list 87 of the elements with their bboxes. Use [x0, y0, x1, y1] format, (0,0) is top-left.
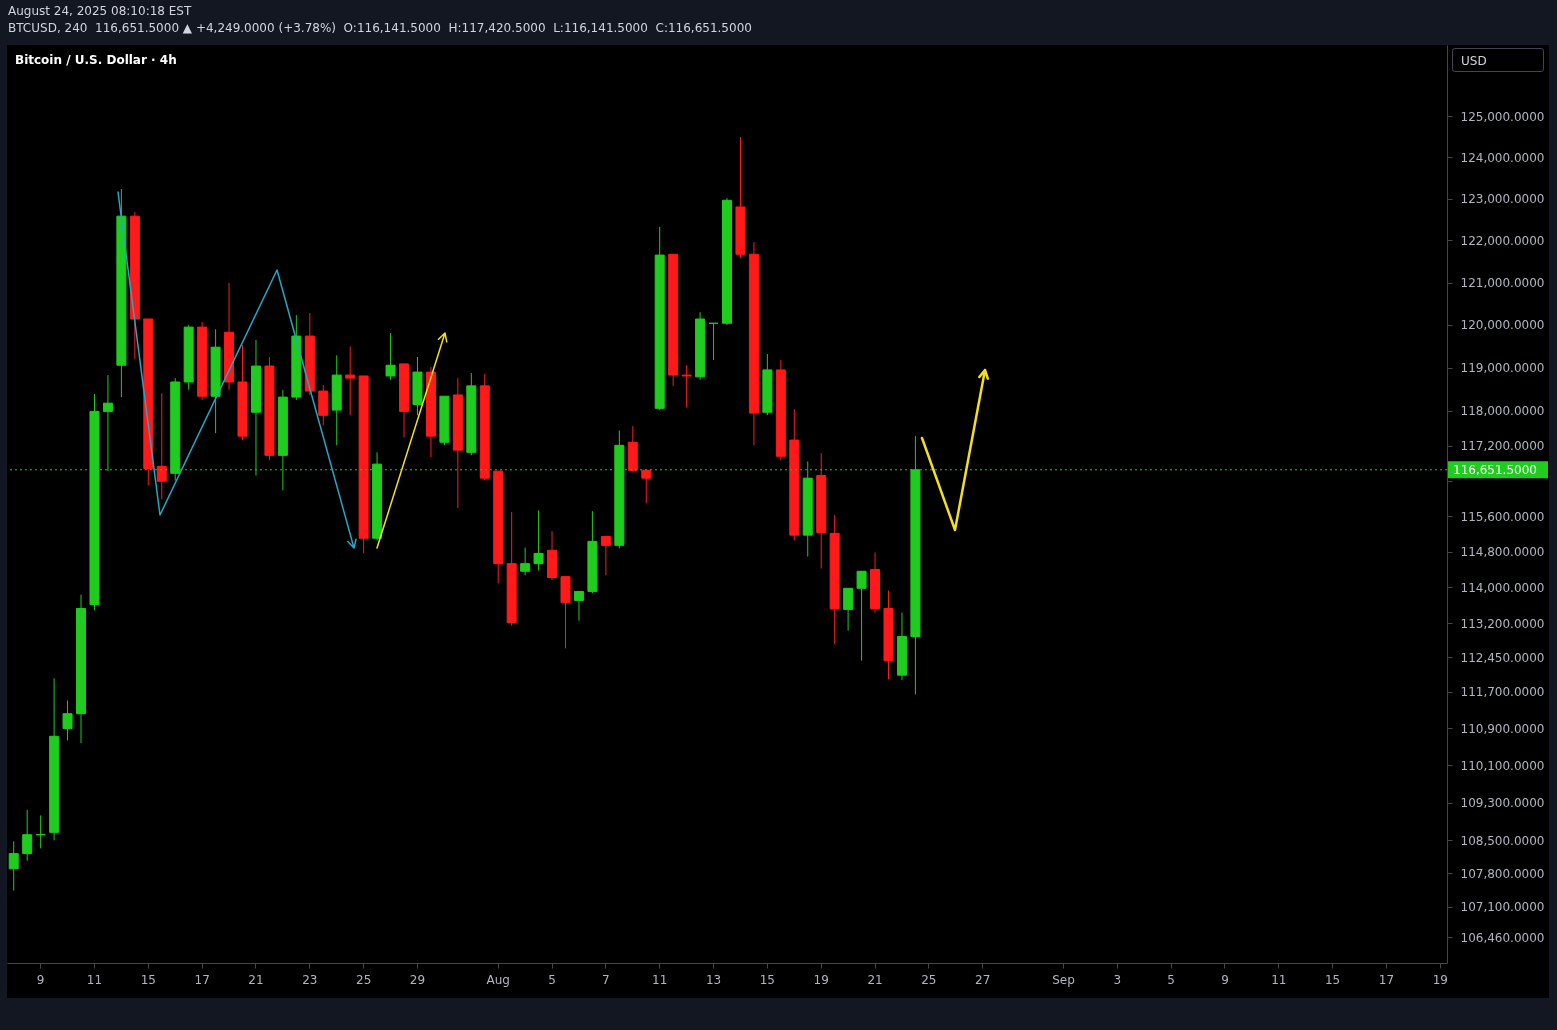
y-tick-label: 113,200.0000: [1460, 616, 1545, 631]
y-tick-label: 112,450.0000: [1460, 650, 1545, 665]
x-tick-label: 3: [1113, 972, 1122, 987]
candlestick: [668, 253, 679, 387]
text: BTCUSD, 240 116,651.5000 ▲ +4,249.0000 (+3.78%) O:116,141.5000 H:117,420.5000 L:116,141.5000 C:116,651.5000: [8, 21, 752, 35]
y-tick-label: 109,300.0000: [1460, 796, 1545, 811]
candlestick: [816, 452, 827, 570]
y-tick-label: 121,000.0000: [1460, 276, 1545, 291]
y-tick-label: 106,460.0000: [1460, 930, 1545, 945]
candlestick: [789, 408, 800, 541]
candlestick: [22, 809, 33, 862]
x-tick-label: 27: [975, 972, 991, 987]
candlestick: [493, 470, 504, 584]
y-axis-title: USD: [1452, 48, 1544, 72]
x-tick-label: 25: [921, 972, 937, 987]
candlestick: [439, 395, 450, 446]
x-tick-label: 11: [86, 972, 103, 987]
candlestick: [479, 373, 490, 481]
y-tick-label: 124,000.0000: [1460, 150, 1545, 165]
x-tick-label: 21: [248, 972, 264, 987]
x-tick-label: 13: [705, 972, 722, 987]
x-tick-label: Sep: [1052, 972, 1075, 987]
y-tick-label: 114,800.0000: [1460, 545, 1545, 560]
y-tick-label: 110,100.0000: [1460, 758, 1545, 773]
x-tick-label: 11: [1271, 972, 1287, 987]
candlestick: [116, 188, 127, 398]
candlestick: [883, 590, 894, 680]
candlestick: [587, 510, 598, 594]
candlestick: [210, 328, 221, 434]
candlestick: [345, 345, 356, 416]
candlestick: [318, 384, 329, 426]
x-tick-label: 15: [1324, 972, 1341, 987]
candlestick: [762, 353, 773, 416]
x-tick-label: 19: [1432, 972, 1448, 987]
x-tick-label: 15: [140, 972, 156, 987]
candlestick: [412, 356, 423, 416]
y-tick-label: 111,700.0000: [1460, 685, 1545, 700]
candlestick: [681, 364, 692, 408]
x-tick-label: 21: [867, 972, 883, 987]
candlestick: [533, 509, 544, 571]
y-tick-label: 122,000.0000: [1460, 233, 1545, 248]
candlestick: [466, 372, 477, 456]
candlestick: [237, 344, 248, 441]
candlestick: [183, 324, 194, 391]
y-tick-label: 118,000.0000: [1460, 404, 1545, 419]
x-tick-label: 15: [759, 972, 776, 987]
y-tick-label: 108,500.0000: [1460, 833, 1545, 848]
candlestick: [385, 332, 396, 381]
candlestick: [735, 136, 746, 259]
text: Bitcoin / U.S. Dollar · 4h: [15, 53, 177, 67]
ref-line-label: 116,651.5000: [1453, 462, 1537, 477]
candlestick: [452, 377, 463, 509]
y-tick-label: 119,000.0000: [1460, 361, 1545, 376]
candlestick: [654, 226, 665, 411]
x-tick-label: 9: [36, 972, 45, 987]
y-tick-label: 117,200.0000: [1460, 439, 1545, 454]
x-tick-label: 7: [602, 972, 610, 987]
candlestick: [775, 359, 786, 461]
x-tick-label: 19: [813, 972, 829, 987]
x-tick-label: 23: [302, 972, 318, 987]
y-tick-label: 123,000.0000: [1460, 192, 1545, 207]
y-tick-label: 114,000.0000: [1460, 580, 1545, 595]
y-tick-label: 125,000.0000: [1460, 109, 1545, 124]
x-tick-label: 5: [548, 972, 556, 987]
text: August 24, 2025 08:10:18 EST: [8, 4, 192, 18]
x-tick-label: Aug: [486, 972, 510, 987]
y-tick-label: 110,900.0000: [1460, 721, 1545, 736]
candlestick: [829, 514, 840, 645]
y-tick-label: 107,800.0000: [1460, 866, 1545, 881]
candlestick: [264, 356, 275, 461]
candlestick: [506, 511, 517, 627]
candlestick: [62, 699, 73, 741]
candlestick: [560, 576, 571, 649]
candlestick: [641, 469, 652, 504]
x-tick-label: 17: [194, 972, 210, 987]
x-tick-label: 29: [409, 972, 426, 987]
x-tick-label: 9: [1221, 972, 1229, 987]
y-tick-label: 107,100.0000: [1460, 900, 1545, 915]
x-tick-label: 17: [1378, 972, 1395, 987]
x-tick-label: 11: [652, 972, 668, 987]
candlestick: [856, 570, 867, 662]
x-tick-label: 5: [1167, 972, 1175, 987]
y-tick-label: 115,600.0000: [1460, 509, 1545, 524]
x-tick-label: 25: [355, 972, 372, 987]
candlestick: [331, 354, 342, 446]
y-tick-label: 120,000.0000: [1460, 318, 1545, 333]
candlestick: [358, 375, 369, 554]
